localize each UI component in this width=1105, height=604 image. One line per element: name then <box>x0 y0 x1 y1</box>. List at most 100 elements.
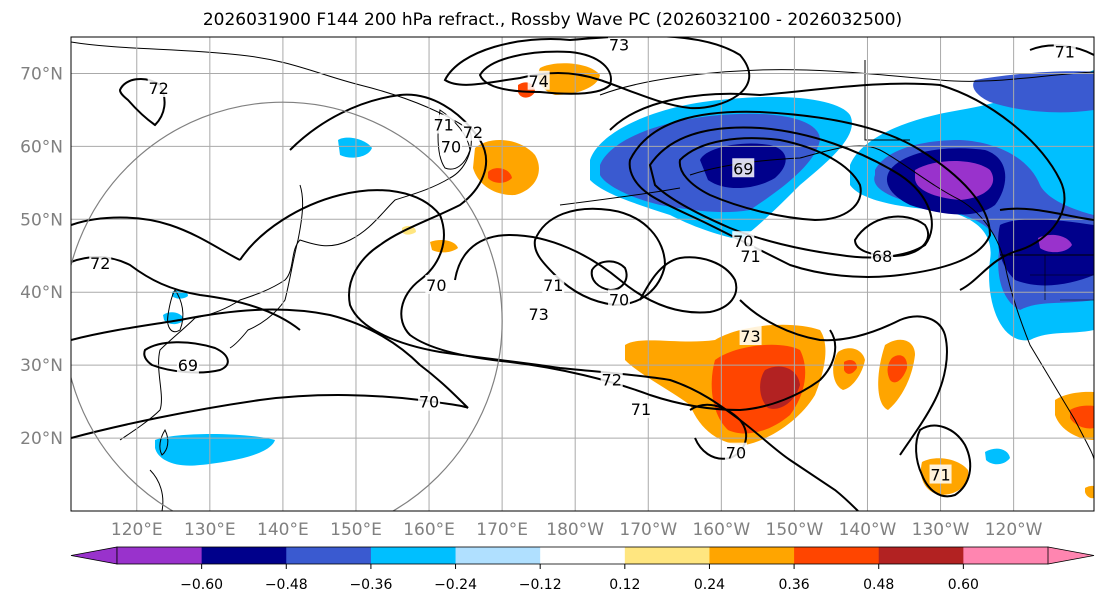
contour-label-8: 73 <box>528 305 548 324</box>
colorbar-extend-high <box>1047 546 1095 565</box>
contour-label-bg-0 <box>147 78 170 98</box>
contour-label-19: 70 <box>726 444 746 463</box>
contour-label-bg-21 <box>89 253 112 273</box>
contour-70-central <box>590 260 628 292</box>
contour-label-bg-6 <box>425 274 448 294</box>
positive-anomaly-tiny <box>1085 485 1094 499</box>
asia-coast <box>71 41 472 441</box>
colorbar-tick-label-2: −0.36 <box>349 577 392 593</box>
contour-label-16: 70 <box>419 393 439 412</box>
colorbar-segment-8 <box>794 547 880 564</box>
contour-68 <box>853 215 930 258</box>
contour-69-japan <box>143 341 229 374</box>
philippines <box>149 469 164 511</box>
great-circle-ring <box>71 101 503 511</box>
lat-label-4: 60°N <box>20 137 63 157</box>
lon-label-5: 170°E <box>476 520 528 540</box>
lon-label-9: 150°W <box>766 520 824 540</box>
positive-anomaly-east-1-core <box>844 360 857 374</box>
contour-label-bg-12 <box>739 325 762 345</box>
contour-label-bg-1 <box>608 37 631 54</box>
colorbar-outline <box>116 546 1049 565</box>
contour-label-bg-19 <box>724 442 747 462</box>
lon-label-1: 130°E <box>184 520 236 540</box>
lon-label-11: 130°W <box>912 520 970 540</box>
colorbar-segment-0 <box>117 547 203 564</box>
contour-label-11: 71 <box>740 247 760 266</box>
colorbar-segment-9 <box>878 547 964 564</box>
lon-label-10: 140°W <box>839 520 897 540</box>
contour-69-bering <box>678 137 862 222</box>
colorbar-segment-4 <box>455 547 541 564</box>
contour-label-13: 69 <box>733 159 753 178</box>
lon-label-7: 170°W <box>619 520 677 540</box>
colorbar-tick-label-3: −0.24 <box>434 577 477 593</box>
positive-anomaly-small-b <box>430 240 458 253</box>
contour-label-4: 72 <box>463 123 483 142</box>
contour-label-bg-20 <box>929 464 952 484</box>
contour-label-bg-18 <box>629 398 652 418</box>
contour-label-bg-13 <box>732 158 755 178</box>
contour-72-west <box>118 78 166 127</box>
contour-label-22: 71 <box>1055 43 1075 62</box>
contour-label-bg-7 <box>542 274 565 294</box>
contour-73-central <box>454 233 738 314</box>
lat-label-5: 70°N <box>20 64 63 84</box>
contour-74 <box>478 50 612 95</box>
colorbar-tick-label-7: 0.36 <box>779 577 810 593</box>
contour-label-bg-15 <box>176 355 199 375</box>
colorbar-extend-low <box>70 546 118 565</box>
gridlines <box>71 37 1094 511</box>
lat-label-1: 30°N <box>20 356 63 376</box>
colorbar-segment-10 <box>963 547 1049 564</box>
colorbar-tick-label-4: −0.12 <box>519 577 562 593</box>
contour-label-bg-10 <box>732 231 755 251</box>
contour-label-bg-9 <box>608 289 631 309</box>
map-frame <box>70 36 1095 512</box>
colorbar-tick-label-5: 0.12 <box>609 577 640 593</box>
contour-label-18: 71 <box>631 400 651 419</box>
contour-label-0: 72 <box>149 79 169 98</box>
lat-label-0: 20°N <box>20 429 63 449</box>
taiwan <box>159 428 169 456</box>
contour-label-bg-16 <box>418 391 441 411</box>
contour-label-17: 72 <box>602 371 622 390</box>
map-background <box>71 37 1094 511</box>
colorbar-tick-label-6: 0.24 <box>694 577 725 593</box>
colorbar: −0.60 −0.48 −0.36 −0.24 −0.12 0.12 0.24 0.36 0.4… <box>70 546 1095 593</box>
contour-label-bg-11 <box>739 245 762 265</box>
negative-anomaly-small-1 <box>338 137 372 158</box>
negative-anomaly-us-west <box>998 219 1094 286</box>
contour-label-20: 71 <box>930 466 950 485</box>
lon-label-4: 160°E <box>403 520 455 540</box>
lon-label-3: 150°E <box>330 520 382 540</box>
colorbar-tick-label-8: 0.48 <box>863 577 894 593</box>
colorbar-segment-5 <box>540 547 626 564</box>
contour-73-mid <box>739 299 948 456</box>
hudson-region <box>864 60 910 141</box>
colorbar-segment-2 <box>286 547 372 564</box>
contour-label-bg-8 <box>527 304 550 324</box>
contour-71-se <box>915 424 972 498</box>
colorbar-segment-7 <box>709 547 795 564</box>
lon-label-12: 120°W <box>985 520 1043 540</box>
contour-label-9: 70 <box>609 291 629 310</box>
positive-anomaly-north-pacific-core <box>488 168 512 183</box>
latitude-labels: 20°N 30°N 40°N 50°N 60°N 70°N <box>20 64 63 449</box>
contour-70-south <box>689 403 748 460</box>
contour-label-12: 73 <box>740 327 760 346</box>
lon-label-6: 180°W <box>546 520 604 540</box>
aleutians <box>559 187 681 206</box>
longitude-labels: 120°E 130°E 140°E 150°E 160°E 170°E 180°W 170°W… <box>111 520 1043 540</box>
lat-label-3: 50°N <box>20 210 63 230</box>
colorbar-tick-label-1: −0.48 <box>265 577 308 593</box>
contour-label-5: 70 <box>441 137 461 156</box>
contour-label-15: 69 <box>178 356 198 375</box>
negative-anomaly-us-west-core <box>1038 234 1072 253</box>
contour-label-bg-22 <box>1053 41 1076 61</box>
contour-label-bg-14 <box>871 245 894 265</box>
positive-anomaly-small-c <box>402 225 416 235</box>
lon-label-8: 160°W <box>692 520 750 540</box>
coastlines <box>71 41 1094 511</box>
